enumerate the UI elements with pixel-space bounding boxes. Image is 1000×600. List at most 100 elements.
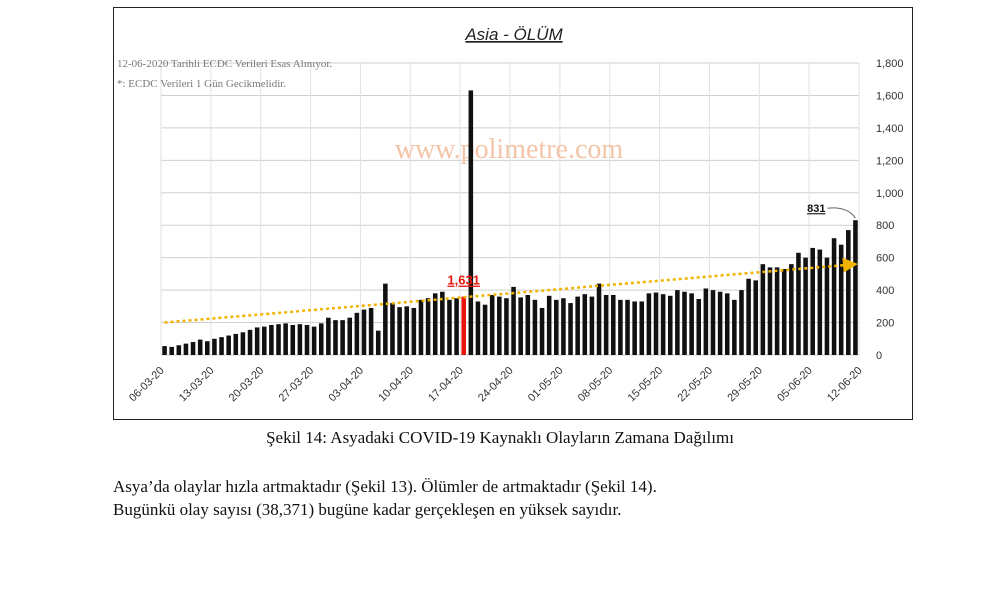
bar	[789, 264, 794, 355]
x-tick-label: 05-06-20	[775, 365, 815, 405]
bar	[546, 295, 552, 355]
x-tick-label: 22-05-20	[675, 365, 715, 405]
y-tick-label: 1,400	[876, 123, 904, 135]
bar	[618, 299, 623, 355]
x-tick-label: 27-03-20	[277, 365, 317, 405]
bar	[653, 292, 659, 355]
chart-note: 12-06-2020 Tarihli ECDC Verileri Esas Al…	[117, 58, 332, 70]
bar	[354, 312, 360, 355]
bar	[554, 299, 559, 355]
bar	[311, 326, 317, 355]
bar	[340, 320, 345, 355]
bar	[304, 324, 310, 355]
watermark: www.polimetre.com	[395, 134, 624, 165]
death-chart: 0 200 400 600 800 1,000 1,200 1,400 1,600 1,800 ww…	[117, 25, 904, 405]
x-tick-label: 24-04-20	[476, 365, 516, 405]
last-value-leader	[827, 207, 856, 219]
bar	[440, 291, 445, 355]
bar	[781, 269, 787, 355]
x-tick-label: 17-04-20	[426, 365, 466, 405]
bar	[846, 230, 851, 355]
bar	[269, 324, 274, 355]
bar	[717, 291, 723, 355]
bar	[518, 297, 523, 355]
bar	[632, 301, 637, 355]
bar	[667, 295, 673, 355]
y-tick-label: 200	[876, 318, 894, 330]
x-tick-label: 12-06-20	[825, 365, 865, 405]
bar	[226, 335, 231, 355]
bar	[696, 299, 702, 355]
bar	[589, 296, 595, 355]
bar	[461, 296, 466, 355]
bar	[760, 264, 766, 355]
y-tick-label: 400	[876, 285, 894, 297]
bar	[190, 342, 196, 355]
bar	[532, 299, 538, 355]
bar	[838, 244, 844, 355]
bar	[568, 303, 573, 355]
bar	[504, 298, 509, 355]
bar	[753, 280, 759, 355]
bar	[561, 298, 566, 355]
bar	[447, 299, 452, 355]
x-tick-label: 15-05-20	[626, 365, 666, 405]
bar	[183, 343, 189, 355]
bar	[368, 307, 374, 355]
bar	[283, 323, 288, 355]
bar	[511, 286, 516, 355]
bar	[326, 317, 331, 355]
bar	[497, 296, 502, 355]
x-tick-label: 08-05-20	[576, 365, 616, 405]
x-tick-label: 13-03-20	[177, 365, 217, 405]
y-tick-label: 1,000	[876, 188, 904, 200]
bar	[233, 333, 239, 355]
bar	[639, 301, 645, 355]
bar	[383, 283, 388, 355]
chart-frame: 0 200 400 600 800 1,000 1,200 1,400 1,600 1,800 ww…	[113, 7, 913, 420]
chart-note: *: ECDC Verileri 1 Gün Gecikmelidir.	[117, 78, 286, 90]
bar	[397, 307, 402, 355]
bar	[853, 220, 858, 355]
trend-line	[164, 257, 858, 324]
bar	[596, 283, 602, 355]
bar	[660, 294, 666, 355]
bar	[482, 304, 488, 355]
bar	[418, 299, 424, 355]
bar	[767, 267, 773, 355]
y-tick-label: 1,800	[876, 58, 904, 70]
bar	[454, 298, 459, 355]
bar	[404, 306, 410, 355]
bar	[539, 307, 545, 355]
bar	[732, 299, 737, 355]
bar	[525, 294, 531, 355]
bar	[682, 291, 687, 355]
bar	[205, 341, 210, 355]
max-value-label: 1,631	[447, 273, 480, 288]
bar	[176, 345, 182, 355]
bar	[240, 332, 246, 355]
chart-title: Asia - ÖLÜM	[464, 25, 563, 44]
bar	[290, 324, 296, 355]
bar	[724, 293, 730, 355]
bar	[625, 299, 630, 355]
bar	[468, 90, 474, 355]
y-tick-label: 800	[876, 220, 894, 232]
x-tick-label: 29-05-20	[725, 365, 765, 405]
bar	[432, 293, 438, 355]
bar	[817, 249, 823, 355]
paragraph-line-2: Bugünkü olay sayısı (38,371) bugüne kada…	[113, 500, 622, 519]
figure-caption: Şekil 14: Asyadaki COVID-19 Kaynaklı Ola…	[266, 428, 734, 447]
bar	[297, 324, 303, 355]
bar	[774, 267, 780, 355]
bar	[582, 294, 588, 355]
bar	[375, 330, 381, 355]
bar	[689, 293, 694, 355]
bar	[831, 238, 837, 355]
bar	[603, 294, 609, 355]
bar	[197, 339, 203, 355]
y-tick-label: 600	[876, 253, 894, 265]
bar	[333, 320, 338, 355]
last-value-label: 831	[807, 203, 825, 215]
y-tick-label: 1,600	[876, 90, 904, 102]
